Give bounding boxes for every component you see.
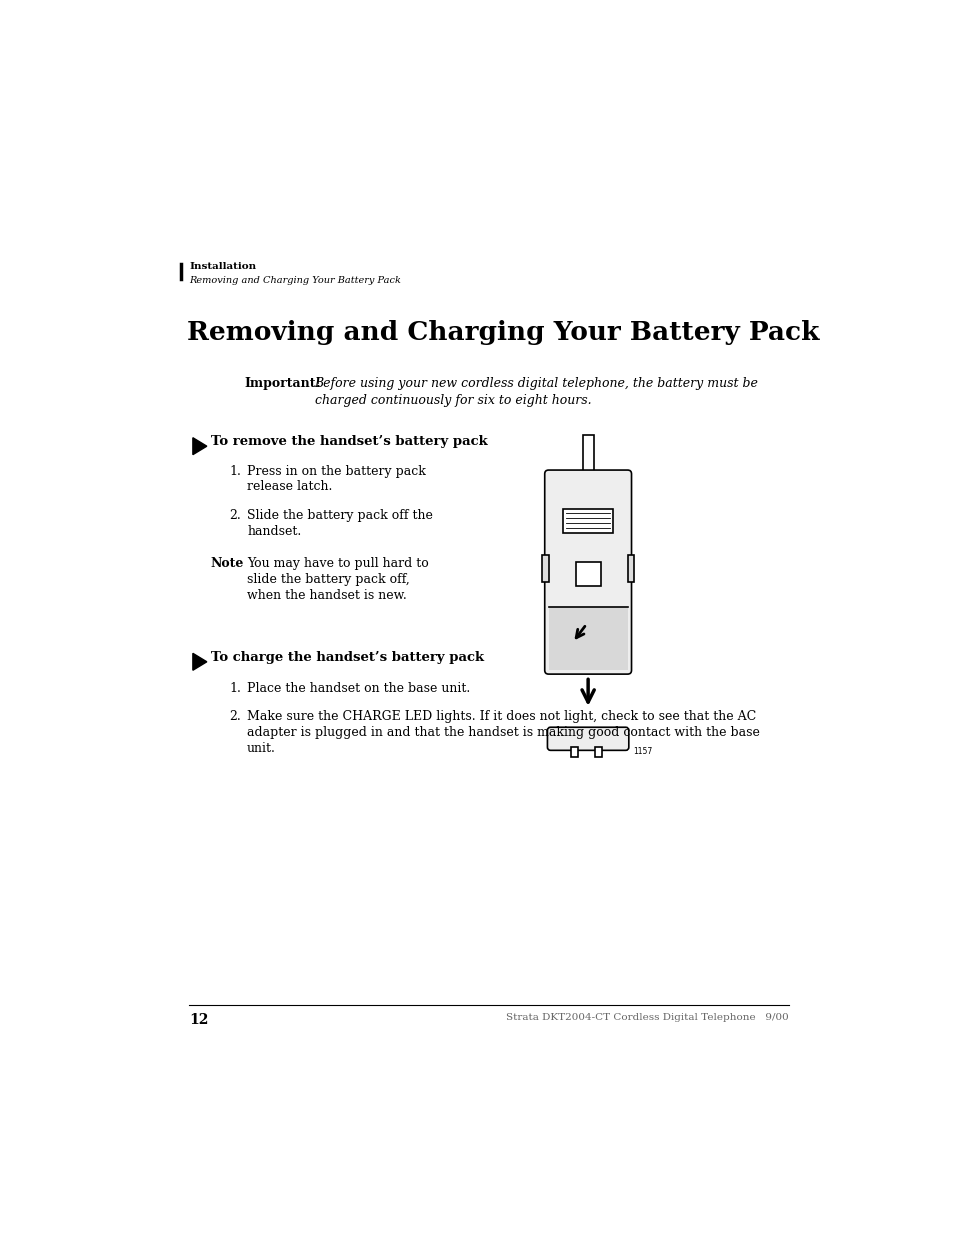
Bar: [595, 747, 601, 757]
Text: Make sure the CHARGE LED lights. If it does not light, check to see that the AC: Make sure the CHARGE LED lights. If it d…: [247, 710, 756, 724]
Text: Before using your new cordless digital telephone, the battery must be: Before using your new cordless digital t…: [314, 377, 758, 390]
Text: 2.: 2.: [229, 710, 241, 724]
Text: handset.: handset.: [247, 525, 301, 538]
Text: unit.: unit.: [247, 742, 275, 755]
Bar: [575, 562, 599, 585]
Text: 1157: 1157: [633, 747, 652, 756]
Text: Strata DKT2004-CT Cordless Digital Telephone   9/00: Strata DKT2004-CT Cordless Digital Telep…: [506, 1013, 788, 1021]
Text: 12: 12: [189, 1013, 208, 1028]
Text: adapter is plugged in and that the handset is making good contact with the base: adapter is plugged in and that the hands…: [247, 726, 760, 739]
Text: charged continuously for six to eight hours.: charged continuously for six to eight ho…: [314, 394, 591, 406]
Text: Press in on the battery pack: Press in on the battery pack: [247, 464, 426, 478]
Text: Installation: Installation: [189, 262, 255, 272]
Bar: [627, 555, 633, 582]
Bar: [548, 608, 627, 671]
FancyBboxPatch shape: [547, 727, 628, 751]
Text: Removing and Charging Your Battery Pack: Removing and Charging Your Battery Pack: [189, 275, 400, 285]
Text: Removing and Charging Your Battery Pack: Removing and Charging Your Battery Pack: [187, 320, 819, 345]
Text: Important!: Important!: [245, 377, 321, 390]
Polygon shape: [193, 437, 207, 454]
Text: Note: Note: [211, 557, 244, 571]
Bar: [582, 436, 593, 478]
Polygon shape: [193, 653, 207, 671]
Text: To charge the handset’s battery pack: To charge the handset’s battery pack: [211, 651, 483, 664]
Text: slide the battery pack off,: slide the battery pack off,: [247, 573, 410, 585]
Text: release latch.: release latch.: [247, 480, 333, 494]
FancyBboxPatch shape: [544, 471, 631, 674]
Text: 1.: 1.: [229, 464, 241, 478]
Bar: [562, 509, 613, 534]
Text: 2.: 2.: [229, 509, 241, 522]
Text: when the handset is new.: when the handset is new.: [247, 589, 406, 601]
Bar: [542, 555, 548, 582]
Text: You may have to pull hard to: You may have to pull hard to: [247, 557, 429, 571]
Text: Place the handset on the base unit.: Place the handset on the base unit.: [247, 682, 470, 695]
Text: Slide the battery pack off the: Slide the battery pack off the: [247, 509, 433, 522]
Text: To remove the handset’s battery pack: To remove the handset’s battery pack: [211, 436, 487, 448]
Text: 1.: 1.: [229, 682, 241, 695]
Bar: [571, 747, 578, 757]
